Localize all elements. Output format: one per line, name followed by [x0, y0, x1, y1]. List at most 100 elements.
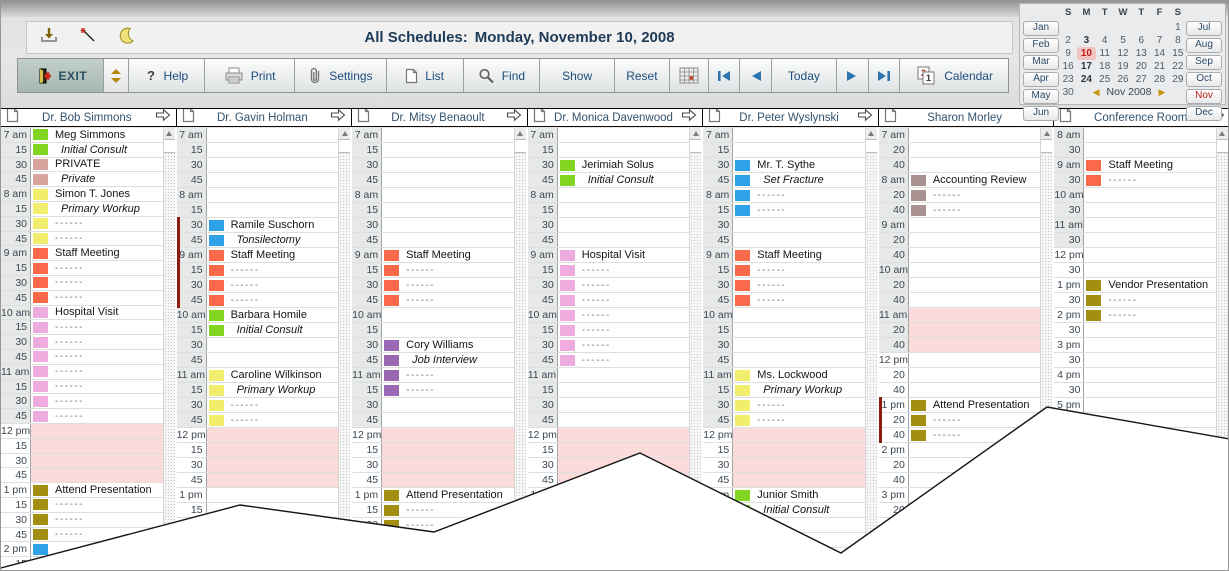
time-slot-row[interactable]: 45 [1, 468, 163, 484]
time-slot-row[interactable]: 45 ------ [1, 409, 163, 424]
time-slot-row[interactable]: 20 [878, 458, 1041, 473]
time-slot-row[interactable]: 3 pm [878, 488, 1041, 503]
calendar-day-5[interactable]: 5 [1120, 35, 1126, 46]
calendar-day-17[interactable]: 17 [1080, 61, 1092, 72]
time-slot-row[interactable]: 12 pm [352, 428, 514, 443]
time-slot-row[interactable]: 20 [878, 323, 1041, 338]
time-slot-row[interactable]: 12 pm [878, 353, 1041, 368]
scroll-up-arrow[interactable] [339, 128, 351, 140]
time-slot-row[interactable]: 4 pm [878, 533, 1041, 548]
time-slot-row[interactable]: 2 pm ------ [1054, 308, 1216, 323]
scroll-up-arrow[interactable] [1216, 128, 1228, 140]
time-slot-row[interactable]: 45 ------ [176, 413, 339, 428]
column-scrollbar[interactable] [338, 128, 351, 570]
scroll-up-arrow[interactable] [514, 128, 526, 140]
time-slot-row[interactable]: 15 [176, 443, 339, 458]
time-slot-row[interactable]: 7 am [703, 128, 865, 143]
time-slot-row[interactable]: 45 [527, 413, 690, 428]
calendar-next-month-arrow[interactable]: ▶ [1158, 86, 1166, 97]
time-slot-row[interactable]: 1 pm Attend Presentation [878, 397, 1041, 413]
time-slot-row[interactable]: 15 ------ [1, 320, 163, 336]
time-slot-row[interactable]: 30 [527, 218, 690, 233]
time-slot-row[interactable]: 15 Initial Consult [1, 142, 163, 158]
time-slot-row[interactable]: 11 am [527, 368, 690, 383]
time-slot-row[interactable]: 15 [1, 438, 163, 454]
calendar-day-6[interactable]: 6 [1138, 35, 1145, 46]
time-slot-row[interactable]: 1 pm Attend Presentation [1, 483, 163, 498]
time-slot-row[interactable]: 8 am [1054, 128, 1216, 143]
today-button[interactable]: Today [772, 59, 837, 92]
column-scrollbar[interactable] [1215, 128, 1228, 570]
time-slot-row[interactable]: 30 [1054, 383, 1216, 398]
time-slot-row[interactable]: 30 [527, 458, 690, 473]
time-slot-row[interactable]: 45 ------ [1, 349, 163, 365]
time-slot-row[interactable]: 15 [352, 443, 514, 458]
time-slot-row[interactable]: 45 Private [1, 172, 163, 188]
calendar-day-3[interactable]: 3 [1083, 35, 1090, 46]
calendar-day-21[interactable]: 21 [1154, 61, 1166, 72]
time-slot-row[interactable]: 8 am Simon T. Jones [1, 187, 163, 202]
time-slot-row[interactable]: 15 ------ [703, 263, 865, 278]
time-slot-row[interactable]: 1 pm Vendor Presentation [1054, 278, 1216, 293]
time-slot-row[interactable]: 30 [352, 458, 514, 473]
time-slot-row[interactable]: 12 pm [1054, 248, 1216, 263]
time-slot-row[interactable]: 30 ------ [527, 338, 690, 353]
print-button[interactable]: Print [205, 59, 295, 92]
column-scrollbar[interactable] [689, 128, 702, 570]
time-slot-row[interactable]: 12 pm [703, 428, 865, 443]
time-slot-row[interactable]: 30 [703, 338, 865, 353]
time-slot-row[interactable]: 8 am Accounting Review [878, 173, 1041, 188]
scrollbar-thumb[interactable] [514, 140, 526, 153]
month-button-nov[interactable]: Nov [1186, 89, 1222, 104]
scroll-up-arrow[interactable] [865, 128, 877, 140]
calendar-day-9[interactable]: 9 [1065, 48, 1071, 59]
calendar-day-24[interactable]: 24 [1080, 74, 1092, 85]
time-slot-row[interactable]: 15 Primary Workup [703, 383, 865, 398]
time-slot-row[interactable]: 45 [176, 473, 339, 488]
list-button[interactable]: List [386, 59, 464, 92]
time-slot-row[interactable]: 15 ------ [1, 261, 163, 276]
time-slot-row[interactable]: 7 am [352, 128, 514, 143]
time-slot-row[interactable]: 30 ------ [352, 518, 514, 533]
time-slot-row[interactable]: 40 [878, 518, 1041, 533]
time-slot-row[interactable]: 40 [878, 473, 1041, 488]
month-button-oct[interactable]: Oct [1186, 72, 1222, 87]
column-scrollbar[interactable] [1040, 128, 1053, 570]
time-slot-row[interactable]: 20 ------ [878, 188, 1041, 203]
calendar-day-18[interactable]: 18 [1099, 61, 1111, 72]
time-slot-row[interactable]: 8 am [176, 188, 339, 203]
time-slot-row[interactable]: 30 ------ [703, 398, 865, 413]
calendar-button[interactable]: 21 Calendar [900, 59, 1008, 92]
time-slot-row[interactable]: 20 [878, 233, 1041, 248]
column-scrollbar[interactable] [864, 128, 877, 570]
time-slot-row[interactable]: 30 [176, 338, 339, 353]
calendar-day-28[interactable]: 28 [1154, 74, 1166, 85]
time-slot-row[interactable]: 1 pm [176, 488, 339, 503]
time-slot-row[interactable]: 4 pm [1054, 368, 1216, 383]
time-slot-row[interactable]: 11 am Caroline Wilkinson [176, 368, 339, 383]
time-slot-row[interactable]: 45 ------ [703, 293, 865, 308]
scrollbar-thumb[interactable] [1041, 140, 1053, 153]
month-button-mar[interactable]: Mar [1023, 55, 1059, 70]
time-slot-row[interactable]: 15 ------ [527, 323, 690, 338]
time-slot-row[interactable]: 10 am [703, 308, 865, 323]
time-slot-row[interactable]: 15 [527, 503, 690, 518]
time-slot-row[interactable]: 15 [176, 143, 339, 158]
time-slot-row[interactable]: 20 [878, 368, 1041, 383]
time-slot-row[interactable]: 45 ------ [527, 353, 690, 368]
calendar-day-25[interactable]: 25 [1099, 74, 1111, 85]
time-slot-row[interactable]: 45 [352, 233, 514, 248]
time-slot-row[interactable]: 30 ------ [1, 335, 163, 350]
calendar-day-27[interactable]: 27 [1135, 74, 1147, 85]
time-slot-row[interactable]: 40 [878, 158, 1041, 173]
time-slot-row[interactable]: 40 ------ [878, 203, 1041, 218]
calendar-day-12[interactable]: 12 [1117, 48, 1129, 59]
time-slot-row[interactable]: 30 ------ [1, 394, 163, 410]
time-slot-row[interactable]: 30 ------ [352, 278, 514, 293]
time-slot-row[interactable]: 12 pm [527, 428, 690, 443]
time-slot-row[interactable]: 9 am Staff Meeting [1, 246, 163, 262]
time-slot-row[interactable]: 9 am Hospital Visit [527, 248, 690, 263]
time-slot-row[interactable]: 15 Initial Consult [703, 503, 865, 518]
time-slot-row[interactable]: 45 Job Interview [352, 353, 514, 368]
scroll-up-arrow[interactable] [690, 128, 702, 140]
